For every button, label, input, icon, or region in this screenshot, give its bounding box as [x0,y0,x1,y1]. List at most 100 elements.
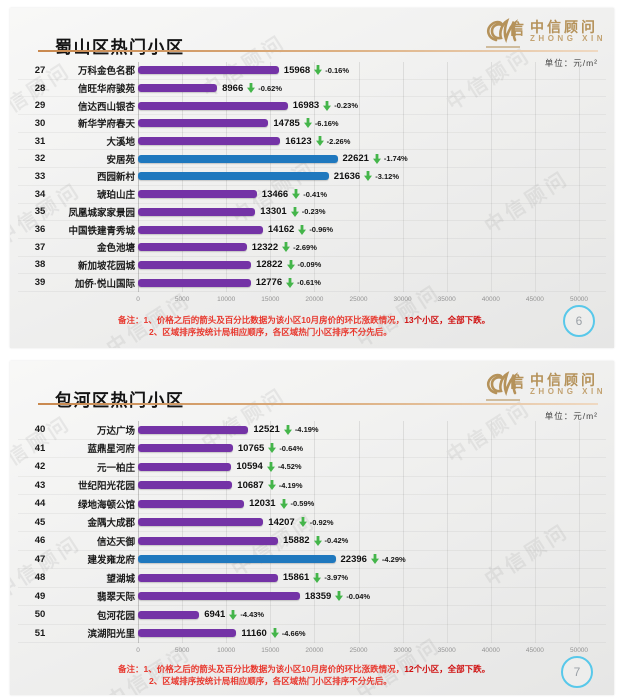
change-percent: -0.41% [303,189,327,199]
slide-title: 蜀山区热门小区 [55,38,185,58]
footnote-line-1: 备注：1、价格之后的箭头及百分比数据为该小区10月房价的环比涨跌情况，13个小区… [118,315,491,325]
value-bar [138,499,245,508]
value-label: 8966 [222,82,244,94]
down-arrow-icon [303,118,312,129]
change-percent: -4.43% [240,610,265,620]
chart-row: 30 新华学府春天 14785 -6.16% [18,115,606,133]
down-arrow-icon [268,443,277,454]
change-percent: -0.64% [279,443,304,453]
change-percent: -4.52% [277,462,302,472]
chart-row: 49 翡翠天际 18359 -0.04% [18,588,606,606]
row-bar-track: 11160 -4.66% [138,625,606,643]
chart-row: 31 大溪地 16123 -2.26% [18,133,606,151]
axis-tick-label: 50000 [569,296,589,303]
page-number: 7 [573,665,581,679]
row-bar-track: 12521 -4.19% [138,421,606,439]
change-percent: -0.16% [325,65,349,75]
row-bar-track: 12822 -0.09% [138,257,606,274]
logo-name-cn: 中信顾问 [530,19,599,36]
value-bar [138,629,237,638]
row-community-name: 信旺华府骏苑 [77,84,135,96]
value-label: 15882 [283,535,310,547]
value-bar [138,154,338,163]
row-community-name: 安居苑 [106,154,135,166]
value-bar [138,137,281,146]
value-label: 10594 [236,461,263,473]
axis-tick-label: 0 [136,647,140,654]
zhongxin-logo: 信 中信顾问 ZHONG XIN [482,16,606,48]
row-community-name: 琥珀山庄 [96,190,135,202]
unit-label: 单位：元/m² [544,411,598,421]
change-percent: -0.62% [258,83,282,93]
axis-tick-label: 15000 [261,647,280,654]
down-arrow-icon [314,65,323,76]
value-bar [138,536,279,545]
gridline [446,421,448,643]
unit-label: 单位：元/m² [544,58,598,68]
row-rank: 41 [34,442,46,454]
row-community-name: 翡翠天际 [96,592,135,604]
value-bar [138,260,252,269]
value-label: 15861 [282,572,310,584]
down-arrow-icon [298,224,307,235]
row-community-name: 万达广场 [96,425,135,437]
row-community-name: 建发雍龙府 [87,555,135,567]
row-bar-track: 10687 -4.19% [138,477,606,495]
value-label: 12822 [256,259,283,271]
footnote-line-2: 2、区域排序按统计局相应顺序，各区域热门小区排序不分先后。 [149,676,392,686]
row-bar-track: 15968 -0.16% [138,62,606,79]
down-arrow-icon [292,189,301,200]
change-percent: -0.96% [309,225,334,235]
logo-name-en: ZHONG XIN [530,387,606,397]
gridline [402,62,404,292]
axis-tick-label: 20000 [305,647,324,654]
value-label: 12322 [251,241,279,253]
page-number-badge: 6 [563,305,595,337]
value-label: 16123 [285,135,312,147]
change-percent: -4.29% [381,554,406,564]
value-bar [138,190,257,199]
logo-text: 中信顾问 ZHONG XIN [530,20,606,43]
axis-tick-label: 35000 [437,296,456,303]
down-arrow-icon [282,242,291,253]
row-community-name: 绿地海顿公馆 [77,499,135,511]
change-percent: -0.61% [297,278,321,288]
row-bar-track: 14162 -0.96% [138,221,606,238]
axis-tick-label: 5000 [174,647,190,654]
row-rank: 37 [34,241,46,253]
row-bar-track: 15882 -0.42% [138,532,606,550]
chart-row: 50 包河花园 6941 -4.43% [18,606,606,625]
slide-baohe: 中信顾问 中信顾问 中信顾问 中信顾问 中信顾问 中信顾问 中信顾问 中信顾问 … [10,361,614,695]
axis-tick-label: 40000 [481,296,500,303]
axis-tick-label: 50000 [569,647,589,654]
change-percent: -0.42% [324,536,349,546]
axis-tick-label: 10000 [217,647,236,654]
change-percent: -0.04% [346,591,371,601]
row-rank: 29 [34,100,46,112]
change-percent: -4.19% [294,425,319,435]
value-bar [138,84,218,93]
row-community-name: 中国铁建青秀城 [68,225,135,237]
row-community-name: 金隅大成郡 [87,518,135,530]
chart-row: 43 世纪阳光花园 10687 -4.19% [18,477,606,495]
value-label: 12031 [249,498,276,510]
axis-tick-label: 15000 [261,296,280,303]
logo-name-cn: 中信顾问 [530,372,599,389]
change-percent: -4.66% [281,628,306,638]
chart-row: 38 新加坡花园城 12822 -0.09% [18,257,606,275]
change-percent: -6.16% [314,118,339,128]
logo-text: 中信顾问 ZHONG XIN [530,373,606,396]
chart-row: 39 加侨·悦山国际 12776 -0.61% [18,274,606,292]
down-arrow-icon [279,498,288,509]
axis-tick-label: 40000 [481,647,500,654]
down-arrow-icon [290,206,299,217]
value-label: 14162 [267,224,295,236]
row-rank: 30 [34,117,46,129]
change-percent: -3.97% [324,573,349,583]
row-rank: 43 [34,479,46,491]
chart-row: 47 建发雍龙府 22396 -4.29% [18,551,606,569]
down-arrow-icon [313,535,322,546]
gridline [490,421,492,643]
value-label: 10687 [237,479,264,491]
